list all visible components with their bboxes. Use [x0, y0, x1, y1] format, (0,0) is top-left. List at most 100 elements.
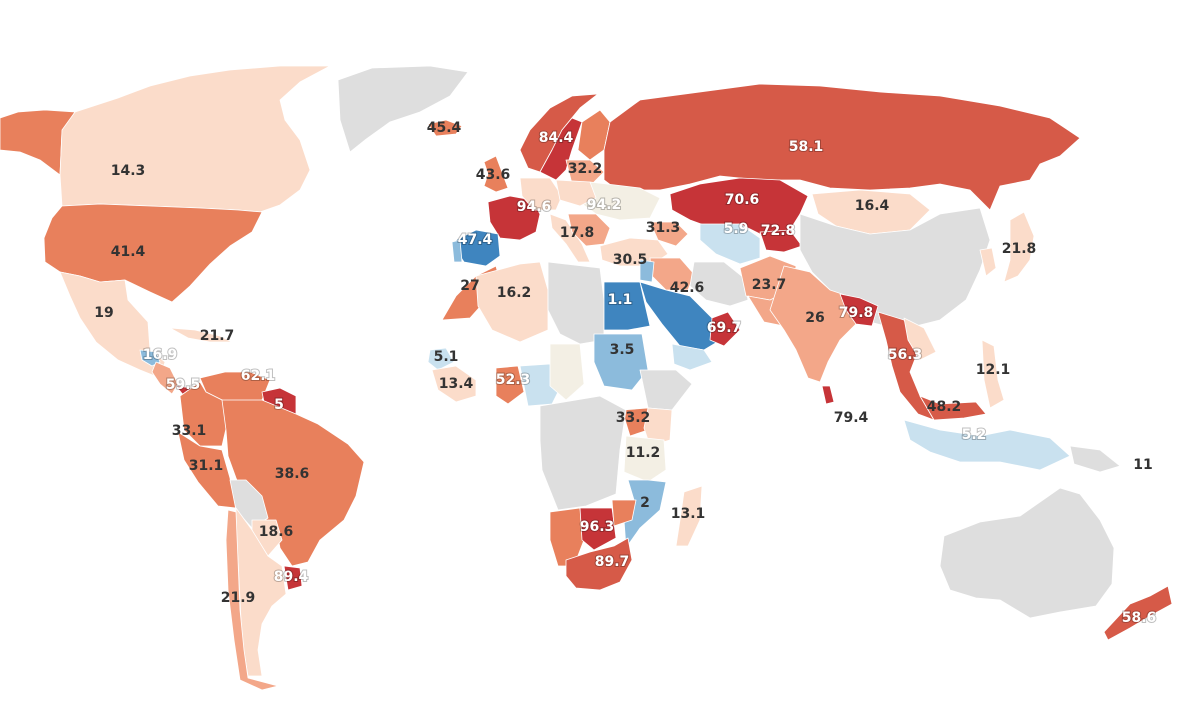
value-label-italy: 17.8: [560, 225, 595, 241]
value-label-ukraine: 94.2: [587, 197, 622, 213]
region-algeria[interactable]: [475, 261, 549, 343]
region-mexico[interactable]: [59, 271, 166, 379]
region-brazil[interactable]: [221, 399, 365, 567]
region-senegal[interactable]: [427, 347, 455, 371]
region-australia[interactable]: [939, 487, 1115, 619]
region-uk[interactable]: [483, 155, 509, 193]
value-label-japan: 21.8: [1002, 241, 1037, 257]
value-label-argentina: 21.9: [221, 590, 256, 606]
region-india[interactable]: [769, 265, 861, 383]
value-label-cuba: 21.7: [200, 328, 235, 344]
region-portugal[interactable]: [451, 239, 463, 263]
region-jordan[interactable]: [639, 259, 655, 283]
region-korea[interactable]: [979, 247, 997, 277]
value-label-colombia: 33.1: [172, 423, 207, 439]
value-label-iran: 42.6: [670, 280, 705, 296]
value-label-ghana: 52.3: [496, 372, 531, 388]
region-south-africa[interactable]: [565, 537, 633, 591]
region-philippines[interactable]: [981, 339, 1005, 409]
region-saudi-arabia[interactable]: [639, 281, 725, 351]
value-label-sudan: 3.5: [610, 342, 635, 358]
value-label-new-zealand: 58.6: [1122, 610, 1157, 626]
value-label-india: 26: [805, 310, 824, 326]
value-labels-layer: 14.3 41.4 19 21.7 16.9 59.5 62.1 5 33.1 31.1 38.6 1…: [94, 120, 1157, 627]
value-label-turkey: 30.5: [613, 252, 648, 268]
region-libya[interactable]: [547, 261, 605, 345]
value-label-morocco: 27: [460, 278, 479, 294]
value-label-uzbekistan: 5.9: [724, 221, 749, 237]
value-label-myanmar-thailand: 56.3: [888, 347, 923, 363]
region-georgia[interactable]: [649, 221, 689, 247]
region-oman-uae[interactable]: [709, 311, 741, 347]
region-kyrgyzstan[interactable]: [759, 229, 803, 253]
region-russia[interactable]: [603, 83, 1081, 211]
value-label-baltics: 32.2: [568, 161, 603, 177]
region-ghana[interactable]: [495, 365, 525, 405]
value-label-russia: 58.1: [789, 139, 824, 155]
value-label-usa: 41.4: [111, 244, 146, 260]
value-label-uganda: 33.2: [616, 410, 651, 426]
region-balkans[interactable]: [567, 213, 611, 247]
region-italy[interactable]: [549, 213, 591, 263]
value-label-png: 11: [1133, 457, 1152, 473]
region-guinea[interactable]: [431, 365, 477, 403]
region-central-africa[interactable]: [539, 395, 627, 511]
region-yemen[interactable]: [671, 343, 713, 371]
region-usa[interactable]: [43, 203, 263, 303]
value-label-guinea: 13.4: [439, 376, 474, 392]
value-label-uk: 43.6: [476, 167, 511, 183]
region-nepal-bangladesh[interactable]: [839, 293, 879, 327]
value-label-guiana: 5: [274, 397, 284, 413]
region-png[interactable]: [1069, 445, 1121, 473]
region-iran[interactable]: [689, 261, 749, 307]
region-botswana[interactable]: [579, 507, 617, 551]
region-sri-lanka[interactable]: [821, 385, 835, 405]
region-poland[interactable]: [555, 179, 597, 207]
value-label-uruguay: 89.4: [274, 569, 309, 585]
value-label-indonesia: 5.2: [962, 427, 987, 443]
region-madagascar[interactable]: [675, 485, 703, 547]
region-malaysia[interactable]: [919, 395, 987, 421]
value-label-brazil: 38.6: [275, 466, 310, 482]
value-label-oman-uae: 69.7: [707, 320, 742, 336]
value-label-canada: 14.3: [111, 163, 146, 179]
region-nicaragua[interactable]: [151, 361, 179, 395]
value-label-afghanistan: 23.7: [752, 277, 787, 293]
value-label-spain: 47.4: [458, 232, 493, 248]
region-france[interactable]: [487, 195, 541, 241]
region-new-zealand[interactable]: [1103, 585, 1173, 641]
value-label-sweden: 84.4: [539, 130, 574, 146]
region-baltics[interactable]: [565, 159, 605, 185]
region-ukraine[interactable]: [581, 181, 661, 221]
value-label-senegal: 5.1: [434, 349, 459, 365]
region-iceland[interactable]: [427, 119, 463, 137]
value-label-nepal-bangladesh: 79.8: [839, 305, 874, 321]
value-label-sri-lanka: 79.4: [834, 410, 869, 426]
value-label-kyrgyzstan: 72.8: [761, 223, 796, 239]
region-germany[interactable]: [519, 177, 563, 211]
region-uzbekistan[interactable]: [699, 223, 761, 265]
value-label-madagascar: 13.1: [671, 506, 706, 522]
region-ethiopia[interactable]: [639, 369, 693, 411]
region-japan[interactable]: [1003, 211, 1035, 283]
value-label-iceland: 45.4: [427, 120, 462, 136]
region-sudan[interactable]: [593, 333, 649, 391]
value-label-south-africa: 89.7: [595, 554, 630, 570]
region-greenland[interactable]: [337, 65, 469, 153]
value-label-malaysia: 48.2: [927, 399, 962, 415]
region-laos[interactable]: [903, 317, 937, 361]
region-indonesia[interactable]: [903, 419, 1071, 471]
region-tanzania[interactable]: [623, 435, 667, 483]
region-chile[interactable]: [225, 509, 279, 691]
value-label-philippines: 12.1: [976, 362, 1011, 378]
region-uruguay[interactable]: [283, 565, 303, 591]
value-label-guatemala: 16.9: [143, 347, 178, 363]
region-zimbabwe[interactable]: [611, 499, 637, 527]
value-label-tanzania: 11.2: [626, 445, 661, 461]
region-cuba[interactable]: [169, 327, 233, 343]
value-label-egypt: 1.1: [608, 292, 633, 308]
region-norway[interactable]: [519, 93, 599, 173]
region-chad[interactable]: [549, 343, 585, 401]
region-canada[interactable]: [59, 65, 331, 213]
